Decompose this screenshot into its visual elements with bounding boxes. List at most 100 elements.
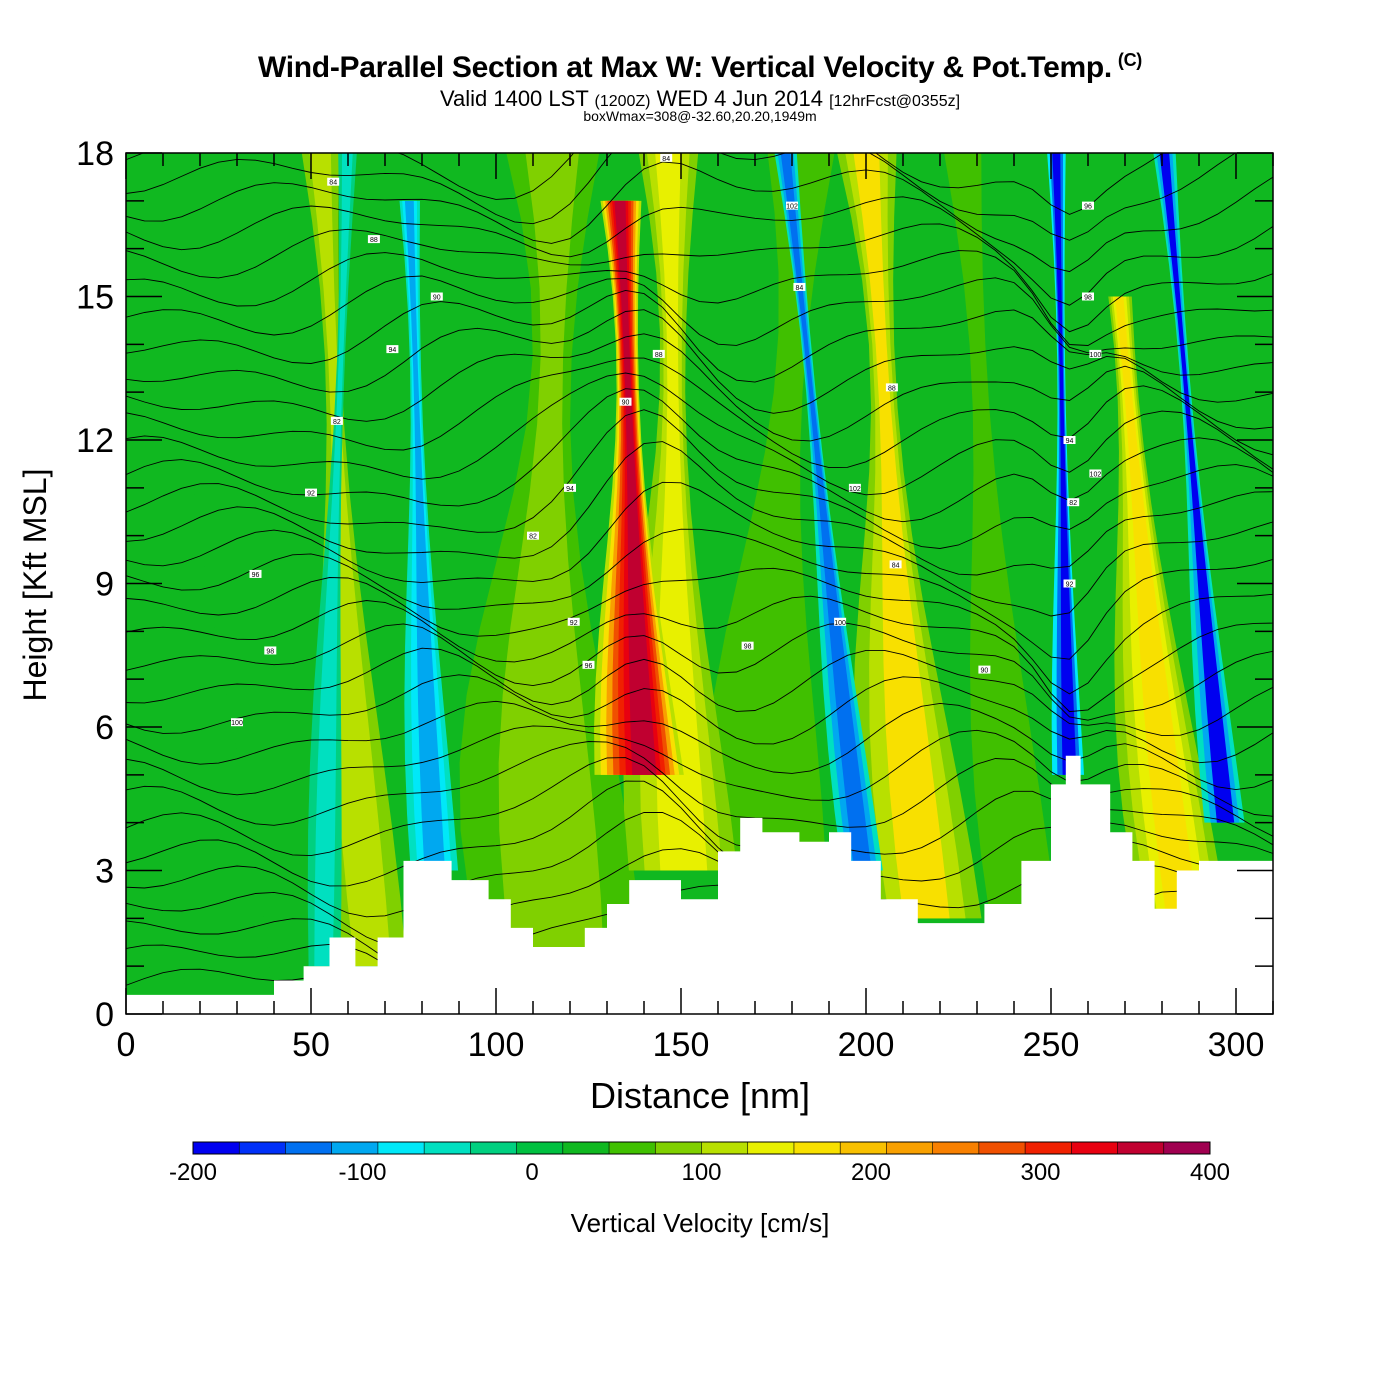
x-axis-label: Distance [nm] — [590, 1075, 810, 1116]
isentrope-line — [126, 528, 1273, 660]
isentrope-label: 90 — [981, 668, 989, 675]
isentrope-label-bg — [660, 153, 673, 162]
colorbar-swatch — [193, 1142, 240, 1154]
valid-utc: (1200Z) — [594, 93, 651, 110]
isentrope-label-bg — [978, 665, 991, 674]
isentrope-label-bg — [327, 177, 340, 186]
colorbar-tick-labels: -200 -100 0 100 200 300 400 — [169, 1159, 1230, 1186]
colorbar-swatch — [1071, 1142, 1119, 1154]
band-lime-far-level-1 — [951, 153, 1042, 919]
colorbar-swatch — [840, 1142, 887, 1154]
valid-time-line: Valid 1400 LST (1200Z) WED 4 Jun 2014 [1… — [0, 86, 1400, 112]
isentrope-label-bg — [1063, 579, 1076, 588]
isentrope-label: 96 — [252, 572, 260, 579]
isentrope-line — [126, 441, 1273, 576]
y-tick-label: 9 — [95, 566, 114, 604]
isentrope-label: 100 — [834, 620, 846, 627]
isentrope-label-bg — [1089, 469, 1102, 478]
isentrope-label-bg — [305, 488, 317, 497]
isentrope-label-bg — [1067, 498, 1080, 507]
box-wmax-subtitle: boxWmax=308@-32.60,20.20,1949m — [583, 108, 817, 124]
colorbar-swatch — [285, 1142, 333, 1154]
isentrope-label-bg — [619, 397, 632, 406]
copyright-mark: (C) — [1117, 50, 1142, 70]
colorbar-swatch — [377, 1142, 425, 1154]
isentrope-label: 98 — [1084, 295, 1092, 302]
isentrope-line — [126, 250, 1273, 346]
isentrope-label: 84 — [892, 562, 900, 569]
axis-ticks — [125, 152, 1274, 1015]
band-lime-west-level-1 — [309, 153, 392, 967]
isentrope-line — [126, 372, 1273, 496]
y-tick-label: 0 — [95, 996, 114, 1034]
colorbar-swatch — [886, 1142, 934, 1154]
valid-date: WED 4 Jun 2014 — [656, 86, 823, 111]
forecast-info: [12hrFcst@0355z] — [829, 93, 961, 110]
chart-title: Wind-Parallel Section at Max W: Vertical… — [0, 50, 1400, 85]
downdraft-band-b-level-2 — [780, 153, 872, 871]
colorbar-swatch — [1025, 1142, 1072, 1154]
isentrope-line — [126, 333, 1273, 442]
colorbar-swatch — [609, 1142, 656, 1154]
valid-prefix: Valid 1400 LST — [439, 86, 589, 111]
isentrope-label-bg — [567, 617, 580, 626]
y-tick-label: 18 — [76, 135, 114, 173]
isentrope-label: 92 — [307, 491, 315, 498]
y-tick-label: 6 — [95, 709, 114, 747]
y-tick-label: 3 — [95, 853, 114, 891]
isentrope-line — [126, 309, 1273, 414]
colorbar-tick-label: 100 — [681, 1159, 721, 1186]
isentrope-label-bg — [582, 660, 595, 669]
colorbar-swatch — [932, 1142, 980, 1154]
x-tick-label: 200 — [838, 1026, 895, 1064]
isentrope-label-bg — [741, 641, 754, 650]
colorbar-tick-label: 400 — [1190, 1159, 1230, 1186]
isentrope-label-bg — [564, 483, 576, 492]
x-tick-label: 300 — [1208, 1026, 1265, 1064]
plot-area: 84 88 90 94 82 92 96 98 100 102 84 88 90 94 82 92 96 98 10… — [126, 153, 1273, 1014]
isentrope-label: 88 — [655, 352, 663, 359]
isentrope-label-bg — [527, 531, 539, 540]
band-lime-far-level-0 — [944, 153, 1057, 919]
isentrope-label: 92 — [570, 620, 578, 627]
isentrope-label-bg — [786, 201, 798, 210]
isentrope-label-bg — [1063, 436, 1076, 444]
isentrope-label: 84 — [662, 156, 670, 163]
band-lime-east-level-1 — [845, 153, 966, 919]
isentrope-label-bg — [848, 483, 861, 492]
band-lime-east-level-2 — [853, 153, 950, 919]
colorbar-tick-label: 300 — [1020, 1159, 1060, 1186]
colorbar-tick-label: 0 — [525, 1159, 538, 1186]
chart-title-text: Wind-Parallel Section at Max W: Vertical… — [258, 51, 1112, 84]
isentrope-label-bg — [834, 617, 847, 626]
terrain-mask — [126, 755, 1273, 1014]
colorbar-label: Vertical Velocity [cm/s] — [571, 1208, 830, 1238]
downdraft-band-d-level-1 — [1156, 153, 1240, 823]
isentrope-label: 90 — [622, 400, 630, 407]
isentrope-label-bg — [231, 718, 243, 727]
isentrope-line — [126, 481, 1273, 617]
isentrope-line — [126, 388, 1273, 523]
isentrope-label: 100 — [231, 720, 243, 727]
isentrope-line — [126, 289, 1273, 383]
isentrope-line — [126, 595, 1273, 713]
isentrope-label-bg — [793, 282, 806, 291]
updraft-band-main-level-6 — [614, 200, 657, 775]
isentrope-line — [126, 409, 1273, 549]
colorbar-tick-label: -200 — [169, 1159, 217, 1186]
colorbar-swatch — [1163, 1142, 1211, 1154]
downdraft-band-c-level-2 — [1052, 153, 1077, 775]
downdraft-band-d-level-2 — [1159, 153, 1235, 823]
isentrope-line — [126, 700, 1273, 791]
colorbar-swatch — [562, 1142, 610, 1154]
isentrope-label-bg — [330, 416, 343, 425]
isentrope-label: 94 — [566, 486, 574, 493]
colorbar-swatch — [424, 1142, 471, 1154]
colorbar-swatch — [701, 1142, 749, 1154]
isentrope-label: 88 — [888, 385, 896, 392]
isentrope-label-bg — [889, 560, 902, 569]
isentrope-label: 84 — [329, 180, 337, 187]
isentrope-label: 94 — [1066, 438, 1074, 445]
isentrope-label-bg — [652, 349, 665, 358]
x-tick-label: 0 — [117, 1026, 136, 1064]
